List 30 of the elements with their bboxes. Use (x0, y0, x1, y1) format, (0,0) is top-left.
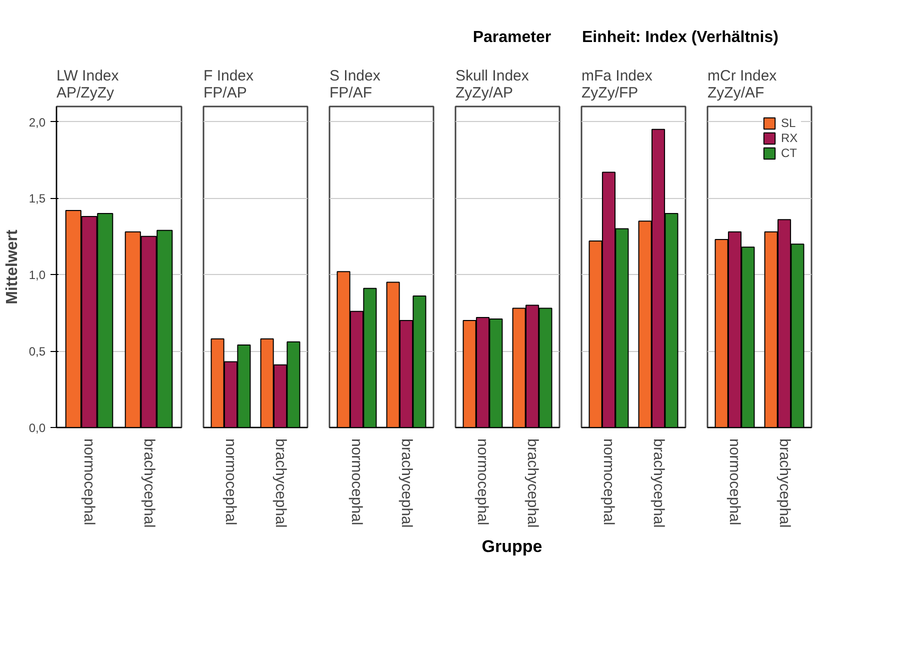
x-tick-label: brachycephal (272, 438, 289, 528)
legend-label: SL (781, 116, 797, 130)
x-tick-label: brachycephal (140, 438, 158, 528)
y-tick-label: 0,0 (28, 421, 46, 435)
x-tick-label: brachycephal (524, 438, 541, 528)
x-tick-label: brachycephal (398, 438, 415, 528)
x-tick-label: brachycephal (776, 438, 793, 528)
x-tick-label: normocephal (348, 438, 366, 526)
y-tick-label: 2,0 (28, 115, 46, 130)
chart-title: mCr Index ZyZy/AF (708, 68, 778, 102)
x-tick-label: normocephal (726, 438, 744, 526)
y-tick-label: 0,5 (28, 344, 46, 359)
x-tick-label: normocephal (80, 438, 98, 526)
chart-title: LW Index AP/ZyZy (56, 68, 120, 102)
chart-title: Skull Index ZyZy/AP (456, 68, 530, 102)
y-axis-title: Mittelwert (4, 228, 21, 304)
x-tick-label: brachycephal (650, 438, 667, 528)
text: Parameter (472, 28, 552, 48)
legend-label: RX (781, 131, 799, 145)
legend-label: CT (781, 146, 798, 160)
chart-title: S Index FP/AF (330, 68, 381, 102)
y-tick-label: 1,0 (28, 268, 46, 282)
text: Einheit: Index (Verhältnis) (582, 28, 778, 48)
x-tick-label: normocephal (222, 438, 240, 526)
x-tick-label: normocephal (474, 438, 492, 526)
x-axis-title: Gruppe (482, 536, 542, 558)
chart-title: mFa Index ZyZy/FP (582, 68, 653, 102)
y-tick-label: 1,5 (28, 192, 46, 206)
x-tick-label: normocephal (600, 438, 618, 526)
chart-title: F Index FP/AP (204, 68, 254, 102)
